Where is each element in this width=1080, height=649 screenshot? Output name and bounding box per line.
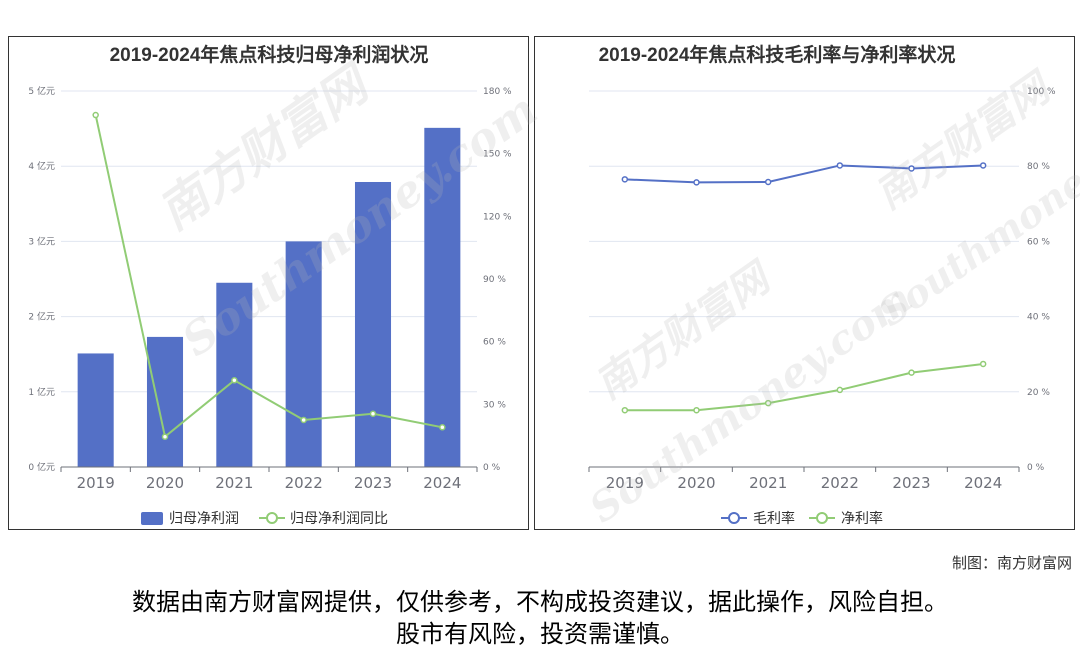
legend-marker-gross xyxy=(728,512,740,524)
y-right-tick-label: 60 % xyxy=(483,338,506,348)
point-yoy-growth xyxy=(300,416,307,424)
x-tick-label: 2020 xyxy=(677,474,715,492)
point-net-margin xyxy=(836,386,844,394)
bar-net-profit xyxy=(146,336,184,467)
point-gross-margin xyxy=(693,179,700,186)
y-right-tick-label: 40 % xyxy=(1027,313,1050,323)
point-net-margin xyxy=(908,369,915,376)
left-chart-panel: 2019-2024年焦点科技归母净利润状况 0 亿元 1 亿元 2 亿元 3 亿元 4 … xyxy=(8,36,529,530)
point-gross-margin xyxy=(836,162,844,169)
y-right-tick-label: 150 % xyxy=(483,150,512,160)
point-yoy-growth xyxy=(231,377,238,384)
point-gross-margin xyxy=(764,178,772,186)
y-right-tick-label: 180 % xyxy=(483,87,512,97)
x-tick-label: 2019 xyxy=(606,474,644,492)
line-gross-margin xyxy=(624,164,984,184)
bar-net-profit xyxy=(424,127,461,468)
y-right-tick-label: 100 % xyxy=(1027,87,1056,97)
chart-title-right: 2019-2024年焦点科技毛利率与净利率状况 xyxy=(599,43,956,66)
point-net-margin xyxy=(764,399,772,407)
x-tick-label: 2019 xyxy=(77,474,115,492)
margin-chart: 2019-2024年焦点科技毛利率与净利率状况 0 % 20 % 40 % 60 % 8… xyxy=(588,43,1056,527)
y-right-tick-label: 80 % xyxy=(1027,162,1050,172)
point-net-margin xyxy=(693,406,700,414)
y-left-tick-label: 3 亿元 xyxy=(28,235,55,247)
point-yoy-growth xyxy=(439,424,446,431)
x-tick-label: 2024 xyxy=(964,474,1002,492)
bar-net-profit xyxy=(354,181,392,467)
x-tick-label: 2021 xyxy=(749,474,787,492)
point-gross-margin xyxy=(979,162,987,169)
x-tick-label: 2021 xyxy=(215,474,253,492)
y-right-tick-label: 90 % xyxy=(483,275,506,285)
line-yoy-growth xyxy=(94,114,443,439)
y-right-tick-label: 20 % xyxy=(1027,388,1050,398)
x-tick-label: 2023 xyxy=(892,474,930,492)
point-net-margin xyxy=(979,360,987,368)
x-tick-label: 2024 xyxy=(423,474,461,492)
y-left-tick-label: 2 亿元 xyxy=(28,311,55,323)
legend-label-net: 净利率 xyxy=(841,510,883,527)
legend-swatch-net-profit xyxy=(141,512,163,525)
point-yoy-growth xyxy=(161,433,169,440)
legend-label-gross: 毛利率 xyxy=(753,510,795,527)
bar-net-profit xyxy=(285,241,322,467)
y-right-tick-label: 60 % xyxy=(1027,237,1050,247)
chart-credit: 制图：南方财富网 xyxy=(951,554,1072,572)
disclaimer-line-1: 数据由南方财富网提供，仅供参考，不构成投资建议，据此操作，风险自担。 xyxy=(132,588,948,616)
y-left-tick-label: 4 亿元 xyxy=(28,160,55,172)
legend-marker-yoy xyxy=(266,512,278,524)
x-tick-label: 2023 xyxy=(354,474,392,492)
point-yoy-growth xyxy=(369,410,377,417)
y-right-tick-label: 0 % xyxy=(1027,463,1045,473)
disclaimer-line-2: 股市有风险，投资需谨慎。 xyxy=(396,620,684,648)
bar-net-profit xyxy=(77,353,114,467)
legend-label-yoy: 归母净利润同比 xyxy=(290,510,388,527)
x-tick-label: 2022 xyxy=(821,474,859,492)
line-net-margin xyxy=(624,362,984,412)
point-gross-margin xyxy=(908,165,915,172)
x-tick-label: 2020 xyxy=(146,474,184,492)
y-right-tick-label: 120 % xyxy=(483,212,512,222)
bar-net-profit xyxy=(216,282,253,467)
y-right-tick-label: 30 % xyxy=(483,400,506,410)
x-tick-label: 2022 xyxy=(285,474,323,492)
y-left-tick-label: 0 亿元 xyxy=(28,461,55,473)
legend-marker-net xyxy=(816,512,828,524)
legend-label-net-profit: 归母净利润 xyxy=(169,510,239,527)
point-yoy-growth xyxy=(92,111,99,119)
chart-title-left: 2019-2024年焦点科技归母净利润状况 xyxy=(110,43,429,66)
y-left-tick-label: 1 亿元 xyxy=(28,386,55,398)
right-chart-panel: 2019-2024年焦点科技毛利率与净利率状况 0 % 20 % 40 % 60 % 8… xyxy=(534,36,1075,530)
point-gross-margin xyxy=(621,176,629,183)
y-left-tick-label: 5 亿元 xyxy=(28,85,55,97)
point-net-margin xyxy=(621,406,629,414)
profit-chart: 2019-2024年焦点科技归母净利润状况 0 亿元 1 亿元 2 亿元 3 亿元 4 … xyxy=(28,43,512,527)
y-right-tick-label: 0 % xyxy=(483,463,501,473)
